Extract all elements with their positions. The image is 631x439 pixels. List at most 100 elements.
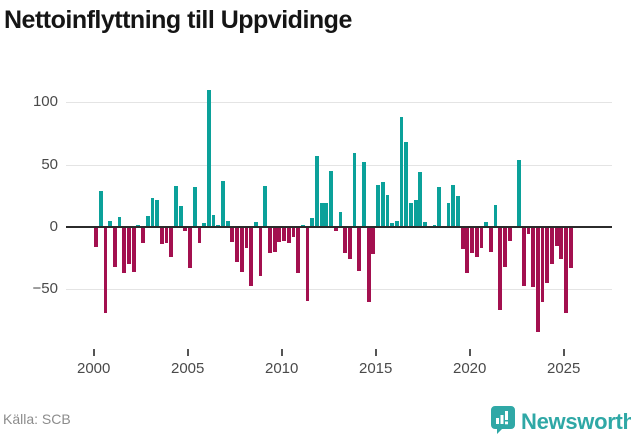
bar xyxy=(324,203,329,227)
bar xyxy=(554,227,559,246)
bar xyxy=(253,222,258,227)
newsworthy-badge-icon xyxy=(490,405,516,439)
x-axis-tick-label: 2000 xyxy=(77,360,111,377)
x-axis-tick xyxy=(92,349,95,356)
bar xyxy=(305,227,310,301)
bar xyxy=(112,227,117,267)
bar xyxy=(145,215,150,227)
bar xyxy=(347,227,352,260)
bar xyxy=(479,227,484,249)
bar xyxy=(517,159,521,227)
x-axis-tick xyxy=(374,349,377,356)
chart-title: Nettoinflyttning till Uppvidinge xyxy=(4,6,352,34)
bar xyxy=(362,162,366,227)
gridline xyxy=(66,164,612,166)
bar xyxy=(550,227,554,265)
x-axis-tick-label: 2010 xyxy=(265,360,299,377)
bar xyxy=(366,227,371,302)
bar xyxy=(456,195,460,227)
x-axis-tick xyxy=(468,349,471,356)
bar xyxy=(230,227,235,242)
bar xyxy=(315,155,319,227)
bar xyxy=(263,185,268,227)
bar xyxy=(498,227,503,311)
x-axis-tick xyxy=(280,349,283,356)
bar xyxy=(399,117,404,227)
bar xyxy=(169,227,174,257)
bar xyxy=(521,227,526,286)
bar xyxy=(493,204,498,227)
bar xyxy=(131,227,136,272)
bar xyxy=(286,227,291,244)
bar xyxy=(559,227,564,260)
bar xyxy=(507,227,512,241)
bar xyxy=(423,222,427,227)
x-axis-tick xyxy=(562,349,565,356)
bar xyxy=(526,227,531,235)
y-axis-tick-label: 0 xyxy=(49,218,58,235)
bar xyxy=(474,227,479,257)
bar xyxy=(432,224,437,227)
bar xyxy=(136,224,141,227)
bar xyxy=(319,203,324,227)
bar xyxy=(188,227,192,269)
bar xyxy=(272,227,277,252)
bar xyxy=(94,227,98,247)
bar xyxy=(239,227,244,272)
bar xyxy=(291,227,296,237)
bar xyxy=(164,227,169,244)
bar xyxy=(531,227,536,287)
bar xyxy=(258,227,263,276)
bar xyxy=(404,142,409,227)
x-axis-tick xyxy=(186,349,189,356)
bar xyxy=(437,187,442,227)
bar xyxy=(484,222,489,227)
gridline xyxy=(66,102,612,104)
bar xyxy=(343,227,348,254)
bar xyxy=(98,190,103,227)
bar xyxy=(503,227,507,267)
source-note: Källa: SCB xyxy=(3,411,71,427)
bar xyxy=(277,227,282,242)
bar xyxy=(413,199,418,227)
bar xyxy=(394,220,399,227)
bar xyxy=(296,227,301,274)
bar xyxy=(174,185,178,227)
x-axis-tick-label: 2005 xyxy=(171,360,205,377)
bar xyxy=(333,227,338,231)
bar xyxy=(352,153,357,227)
bar xyxy=(221,180,225,227)
bar xyxy=(225,220,230,227)
bar xyxy=(235,227,239,262)
bar xyxy=(451,184,456,227)
bar xyxy=(159,227,164,245)
bar xyxy=(465,227,470,274)
bar xyxy=(545,227,550,284)
bar xyxy=(329,170,333,227)
y-axis-tick-label: 100 xyxy=(32,93,58,111)
newsworthy-logo: Newsworthy xyxy=(490,405,631,439)
bar xyxy=(202,223,207,227)
bar xyxy=(418,172,423,227)
x-axis-tick-label: 2015 xyxy=(359,360,393,377)
bar xyxy=(376,184,380,227)
bar xyxy=(540,227,545,302)
bar xyxy=(446,203,451,227)
bar xyxy=(357,227,362,271)
bar xyxy=(535,227,540,332)
x-axis-tick-label: 2025 xyxy=(547,360,581,377)
bar xyxy=(206,89,211,227)
bar xyxy=(183,227,188,231)
bar xyxy=(211,214,216,227)
bar xyxy=(268,227,272,254)
y-axis-tick-label: −50 xyxy=(32,280,58,298)
bar xyxy=(141,227,145,244)
bar xyxy=(338,212,343,227)
newsworthy-wordmark: Newsworthy xyxy=(521,409,631,434)
y-axis-tick-label: 50 xyxy=(41,155,58,173)
bar xyxy=(122,227,127,274)
bar xyxy=(385,194,390,227)
bar xyxy=(488,227,493,252)
bar xyxy=(150,198,155,227)
bar xyxy=(470,227,474,254)
